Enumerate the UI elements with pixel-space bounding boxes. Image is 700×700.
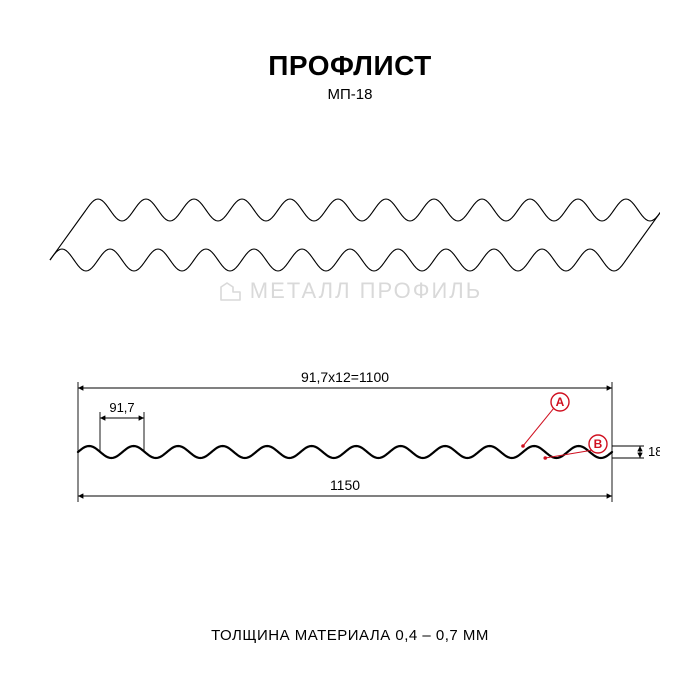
svg-text:91,7: 91,7 xyxy=(109,400,134,415)
cross-section-view: 91,7x12=1100 91,7 1150 18 A B xyxy=(40,360,660,520)
svg-text:91,7x12=1100: 91,7x12=1100 xyxy=(301,369,389,385)
thickness-note: ТОЛЩИНА МАТЕРИАЛА 0,4 – 0,7 ММ xyxy=(0,627,700,644)
svg-text:1150: 1150 xyxy=(330,477,360,493)
svg-text:A: A xyxy=(556,395,565,409)
svg-text:B: B xyxy=(594,437,603,451)
page-title: ПРОФЛИСТ xyxy=(0,50,700,82)
isometric-view xyxy=(40,150,660,280)
svg-text:18: 18 xyxy=(648,444,660,459)
page-subtitle: МП-18 xyxy=(0,86,700,103)
